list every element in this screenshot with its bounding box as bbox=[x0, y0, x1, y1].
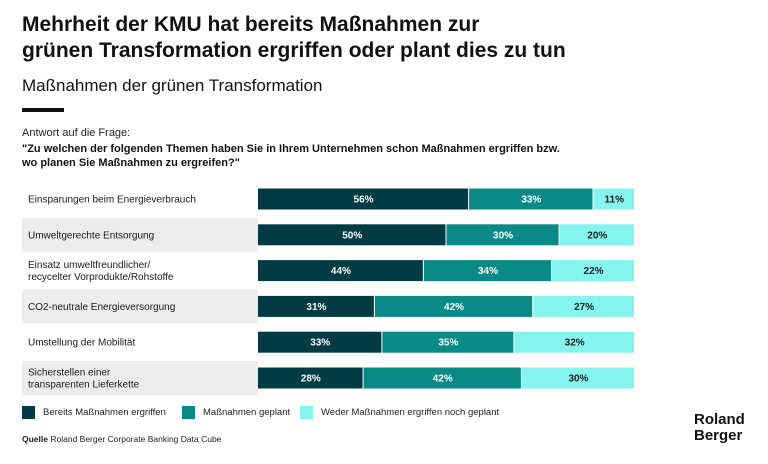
bar-label-0-2: 11% bbox=[605, 195, 625, 206]
bar-5-0 bbox=[258, 367, 363, 389]
bar-1-2 bbox=[559, 224, 634, 246]
source-label: Quelle bbox=[22, 434, 48, 444]
bar-label-3-0: 31% bbox=[306, 302, 326, 313]
bar-4-0 bbox=[258, 331, 382, 353]
question-intro: Antwort auf die Frage: bbox=[22, 127, 131, 139]
bar-label-5-1: 42% bbox=[433, 374, 453, 385]
legend-label-planned: Maßnahmen geplant bbox=[203, 407, 291, 419]
legend-swatch-taken bbox=[22, 406, 35, 419]
row-band-1 bbox=[22, 217, 258, 252]
bar-0-1 bbox=[469, 188, 593, 210]
bar-0-0 bbox=[258, 188, 469, 210]
bar-label-2-2: 22% bbox=[584, 266, 604, 277]
question-line-2: wo planen Sie Maßnahmen zu ergreifen?" bbox=[22, 157, 240, 169]
bar-2-0 bbox=[258, 260, 423, 282]
logo-line-1: Roland bbox=[694, 411, 745, 428]
bar-4-1 bbox=[382, 331, 514, 353]
bar-label-1-1: 30% bbox=[493, 230, 513, 241]
bar-1-0 bbox=[258, 224, 446, 246]
bar-2-2 bbox=[552, 260, 634, 282]
bar-label-3-1: 42% bbox=[444, 302, 464, 313]
legend-label-taken: Bereits Maßnahmen ergriffen bbox=[43, 407, 166, 419]
source-note: Quelle Roland Berger Corporate Banking D… bbox=[22, 434, 221, 444]
question-line-1: "Zu welchen der folgenden Themen haben S… bbox=[22, 143, 560, 155]
category-label-3-0: CO2-neutrale Energieversorgung bbox=[28, 302, 175, 313]
legend-item-neither: Weder Maßnahmen ergriffen noch geplant bbox=[300, 406, 499, 419]
legend-item-planned: Maßnahmen geplant bbox=[182, 406, 290, 419]
bar-label-0-1: 33% bbox=[521, 195, 541, 206]
legend-swatch-planned bbox=[182, 406, 195, 419]
legend-label-neither: Weder Maßnahmen ergriffen noch geplant bbox=[321, 407, 500, 419]
bar-label-0-0: 56% bbox=[354, 195, 374, 206]
bar-3-1 bbox=[374, 295, 533, 317]
row-band-5 bbox=[22, 361, 258, 395]
bar-label-1-2: 20% bbox=[587, 230, 607, 241]
bar-1-1 bbox=[446, 224, 559, 246]
stacked-bar-chart: Einsparungen beim Energieverbrauch 56% 33%… bbox=[22, 188, 634, 395]
category-label-0-0: Einsparungen beim Energieverbrauch bbox=[28, 195, 196, 206]
bar-label-4-0: 33% bbox=[310, 338, 330, 349]
row-band-3 bbox=[22, 289, 258, 324]
bar-3-0 bbox=[258, 295, 374, 317]
category-label-1-0: Umweltgerechte Entsorgung bbox=[28, 230, 154, 241]
legend-swatch-neither bbox=[300, 406, 313, 419]
bar-2-1 bbox=[423, 260, 552, 282]
bar-5-1 bbox=[363, 367, 521, 389]
category-label-5-0: Sicherstellen einer bbox=[28, 368, 111, 379]
bar-label-5-2: 30% bbox=[568, 374, 588, 385]
category-label-2-0: Einsatz umweltfreundlicher/ bbox=[28, 260, 150, 271]
logo-line-2: Berger bbox=[694, 427, 743, 444]
chart-title-line-1: Mehrheit der KMU hat bereits Maßnahmen z… bbox=[22, 13, 480, 36]
bar-label-1-0: 50% bbox=[342, 230, 362, 241]
bar-label-4-2: 32% bbox=[565, 338, 585, 349]
bar-5-2 bbox=[521, 367, 634, 389]
bar-label-4-1: 35% bbox=[438, 338, 458, 349]
chart-subtitle: Maßnahmen der grünen Transformation bbox=[22, 76, 323, 95]
bar-label-5-0: 28% bbox=[301, 374, 321, 385]
bar-3-2 bbox=[533, 295, 634, 317]
roland-berger-logo: Roland Berger bbox=[694, 412, 745, 444]
category-label-2-1: recycelter Vorprodukte/Rohstoffe bbox=[28, 272, 174, 283]
chart-title: Mehrheit der KMU hat bereits Maßnahmen z… bbox=[22, 12, 566, 64]
bar-label-2-0: 44% bbox=[331, 266, 351, 277]
title-divider bbox=[22, 108, 64, 112]
chart-title-line-2: grünen Transformation ergriffen oder pla… bbox=[22, 39, 566, 62]
bar-label-2-1: 34% bbox=[478, 266, 498, 277]
legend-item-taken: Bereits Maßnahmen ergriffen bbox=[22, 406, 166, 419]
category-label-4-0: Umstellung der Mobilität bbox=[28, 338, 135, 349]
bar-label-3-2: 27% bbox=[574, 302, 594, 313]
category-label-5-1: transparenten Lieferkette bbox=[28, 380, 140, 391]
source-text: Roland Berger Corporate Banking Data Cub… bbox=[50, 434, 222, 444]
bar-0-2 bbox=[593, 188, 634, 210]
bar-4-2 bbox=[514, 331, 634, 353]
question-text: "Zu welchen der folgenden Themen haben S… bbox=[22, 142, 662, 170]
